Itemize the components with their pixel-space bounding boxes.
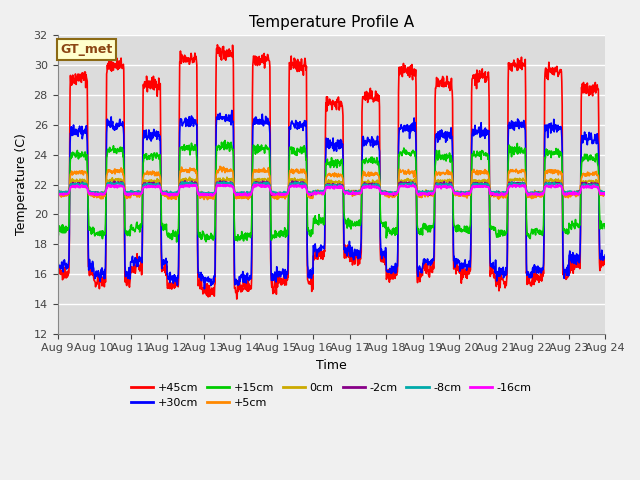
+5cm xyxy=(54,192,61,197)
+15cm xyxy=(237,236,245,241)
Line: +45cm: +45cm xyxy=(58,45,605,299)
+15cm xyxy=(537,231,545,237)
-8cm xyxy=(54,190,61,195)
-8cm xyxy=(602,190,609,195)
0cm xyxy=(54,189,61,194)
+5cm xyxy=(175,178,183,184)
0cm xyxy=(162,190,170,196)
-2cm xyxy=(181,178,189,184)
0cm xyxy=(417,189,425,194)
+15cm xyxy=(602,226,609,231)
+5cm xyxy=(216,163,224,169)
+15cm xyxy=(489,225,497,231)
-16cm xyxy=(537,191,545,196)
+5cm xyxy=(602,192,609,198)
Legend: +45cm, +30cm, +15cm, +5cm, 0cm, -2cm, -8cm, -16cm: +45cm, +30cm, +15cm, +5cm, 0cm, -2cm, -8… xyxy=(127,378,536,412)
-2cm xyxy=(54,190,61,196)
0cm xyxy=(175,183,183,189)
-8cm xyxy=(417,189,425,195)
-2cm xyxy=(307,192,315,198)
+15cm xyxy=(221,138,229,144)
+45cm xyxy=(602,258,609,264)
-8cm xyxy=(489,189,497,195)
Line: -16cm: -16cm xyxy=(58,184,605,196)
+15cm xyxy=(162,226,170,232)
+5cm xyxy=(537,191,545,197)
-2cm xyxy=(489,191,497,197)
-8cm xyxy=(205,192,213,197)
Y-axis label: Temperature (C): Temperature (C) xyxy=(15,133,28,236)
+30cm xyxy=(602,252,609,258)
0cm xyxy=(537,190,545,195)
+30cm xyxy=(537,265,545,271)
0cm xyxy=(237,190,245,196)
+15cm xyxy=(176,154,184,159)
Line: 0cm: 0cm xyxy=(58,177,605,196)
+30cm xyxy=(489,264,497,270)
0cm xyxy=(186,174,193,180)
+45cm xyxy=(162,273,170,278)
-8cm xyxy=(175,184,183,190)
+30cm xyxy=(228,108,236,113)
0cm xyxy=(202,193,210,199)
-16cm xyxy=(237,192,245,198)
-16cm xyxy=(166,193,173,199)
+5cm xyxy=(417,192,425,198)
+5cm xyxy=(489,192,497,198)
-2cm xyxy=(537,190,545,196)
+45cm xyxy=(233,296,241,302)
-16cm xyxy=(489,191,497,197)
+30cm xyxy=(54,263,61,269)
+45cm xyxy=(489,269,497,275)
+5cm xyxy=(204,197,211,203)
-16cm xyxy=(162,191,170,196)
-16cm xyxy=(417,192,425,198)
+30cm xyxy=(200,286,208,292)
Line: +30cm: +30cm xyxy=(58,110,605,289)
-8cm xyxy=(537,190,545,196)
+5cm xyxy=(162,191,170,196)
-8cm xyxy=(237,189,245,195)
-2cm xyxy=(175,185,183,191)
-16cm xyxy=(253,181,260,187)
+15cm xyxy=(417,231,425,237)
+45cm xyxy=(237,282,245,288)
+45cm xyxy=(417,270,425,276)
-2cm xyxy=(417,191,425,196)
-16cm xyxy=(176,184,184,190)
-2cm xyxy=(162,189,170,195)
-8cm xyxy=(220,179,228,185)
-2cm xyxy=(237,191,245,196)
0cm xyxy=(489,191,497,197)
-16cm xyxy=(602,191,609,196)
+30cm xyxy=(417,269,425,275)
Line: +15cm: +15cm xyxy=(58,141,605,242)
+45cm xyxy=(175,109,183,115)
+45cm xyxy=(537,270,545,276)
+45cm xyxy=(214,42,221,48)
Line: -2cm: -2cm xyxy=(58,181,605,195)
+30cm xyxy=(175,158,183,164)
0cm xyxy=(602,191,609,197)
Line: -8cm: -8cm xyxy=(58,182,605,194)
X-axis label: Time: Time xyxy=(316,359,347,372)
+45cm xyxy=(54,268,61,274)
+30cm xyxy=(162,255,170,261)
-2cm xyxy=(602,190,609,196)
-16cm xyxy=(54,191,61,196)
+30cm xyxy=(237,274,245,280)
+15cm xyxy=(54,225,61,231)
+5cm xyxy=(237,194,245,200)
Text: GT_met: GT_met xyxy=(60,43,113,56)
+15cm xyxy=(173,239,180,245)
-8cm xyxy=(162,189,170,194)
Title: Temperature Profile A: Temperature Profile A xyxy=(249,15,414,30)
Line: +5cm: +5cm xyxy=(58,166,605,200)
